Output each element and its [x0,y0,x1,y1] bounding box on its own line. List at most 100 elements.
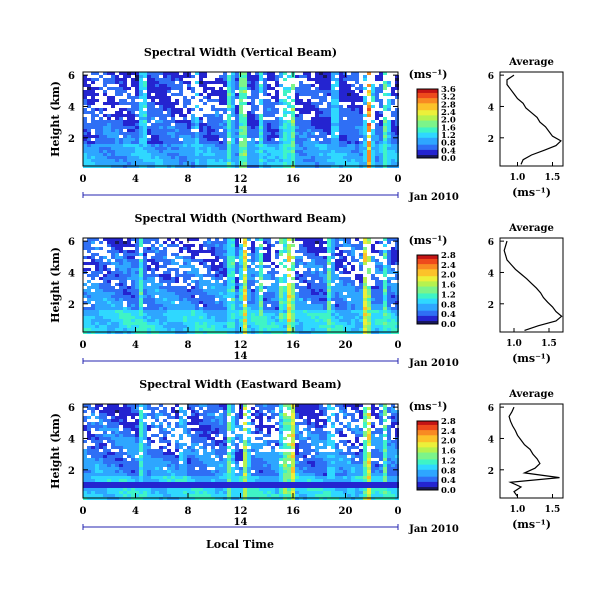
heatmap-cell [119,419,123,422]
heatmap-cell [295,102,299,105]
heatmap-cell [339,93,343,96]
heatmap-cell [195,141,199,144]
heatmap-cell [327,328,331,331]
heatmap-cell [287,90,291,93]
heatmap-cell [287,274,291,277]
heatmap-cell [259,289,263,292]
heatmap-cell [151,280,155,283]
heatmap-cell [123,434,127,437]
heatmap-cell [247,322,251,325]
heatmap-cell [319,259,323,262]
heatmap-cell [335,72,339,75]
heatmap-cell [119,479,123,482]
heatmap-cell [87,464,91,467]
heatmap-cell [299,319,303,322]
heatmap-cell [287,253,291,256]
heatmap-cell [319,102,323,105]
heatmap-cell [147,102,151,105]
heatmap-cell [391,238,395,241]
heatmap-cell [291,135,295,138]
heatmap-cell [95,162,99,165]
heatmap-cell [227,310,231,313]
heatmap-cell [235,295,239,298]
heatmap-cell [115,144,119,147]
heatmap-cell [239,265,243,268]
heatmap-cell [143,81,147,84]
heatmap-cell [151,283,155,286]
heatmap-cell [99,271,103,274]
heatmap-cell [255,256,259,259]
heatmap-cell [255,298,259,301]
heatmap-cell [259,265,263,268]
heatmap-cell [375,271,379,274]
heatmap-cell [155,319,159,322]
heatmap-cell [227,147,231,150]
heatmap-cell [335,286,339,289]
heatmap-cell [383,132,387,135]
heatmap-cell [267,316,271,319]
heatmap-cell [375,301,379,304]
heatmap-cell [191,289,195,292]
heatmap-cell [127,244,131,247]
heatmap-cell [163,304,167,307]
colorbar-swatch [417,130,438,133]
heatmap-cell [107,138,111,141]
heatmap-cell [215,144,219,147]
heatmap-cell [383,162,387,165]
heatmap-cell [171,328,175,331]
heatmap-cell [175,313,179,316]
heatmap-cell [187,244,191,247]
heatmap-cell [223,156,227,159]
heatmap-cell [163,271,167,274]
heatmap-cell [231,147,235,150]
heatmap-cell [367,325,371,328]
heatmap-cell [123,120,127,123]
colorbar-swatch [417,123,438,126]
heatmap-cell [287,87,291,90]
heatmap-cell [155,494,159,497]
heatmap-cell [171,280,175,283]
heatmap-cell [95,72,99,75]
heatmap-cell [307,295,311,298]
heatmap-cell [255,159,259,162]
heatmap-cell [111,416,115,419]
heatmap-cell [107,328,111,331]
heatmap-cell [87,479,91,482]
heatmap-cell [215,322,219,325]
heatmap-cell [215,328,219,331]
heatmap-cell [263,316,267,319]
heatmap-cell [259,271,263,274]
heatmap-cell [355,238,359,241]
heatmap-cell [239,268,243,271]
heatmap-cell [163,241,167,244]
heatmap-cell [371,105,375,108]
heatmap-cell [315,93,319,96]
heatmap-cell [87,292,91,295]
heatmap-cell [391,111,395,114]
heatmap-cell [131,319,135,322]
heatmap-cell [203,96,207,99]
heatmap-cell [199,262,203,265]
heatmap-cell [199,93,203,96]
heatmap-cell [187,274,191,277]
heatmap-cell [99,494,103,497]
heatmap-cell [283,126,287,129]
heatmap-cell [303,277,307,280]
heatmap-cell [375,162,379,165]
heatmap-cell [327,144,331,147]
heatmap-cell [251,156,255,159]
heatmap-cell [107,464,111,467]
heatmap-cell [87,428,91,431]
heatmap-cell [183,156,187,159]
heatmap-cell [103,81,107,84]
heatmap-cell [203,313,207,316]
heatmap-cell [151,470,155,473]
heatmap-cell [107,419,111,422]
heatmap-cell [395,162,399,165]
heatmap-cell [239,96,243,99]
heatmap-cell [139,313,143,316]
heatmap-cell [215,301,219,304]
heatmap-cell [351,144,355,147]
heatmap-cell [287,75,291,78]
heatmap-cell [379,156,383,159]
